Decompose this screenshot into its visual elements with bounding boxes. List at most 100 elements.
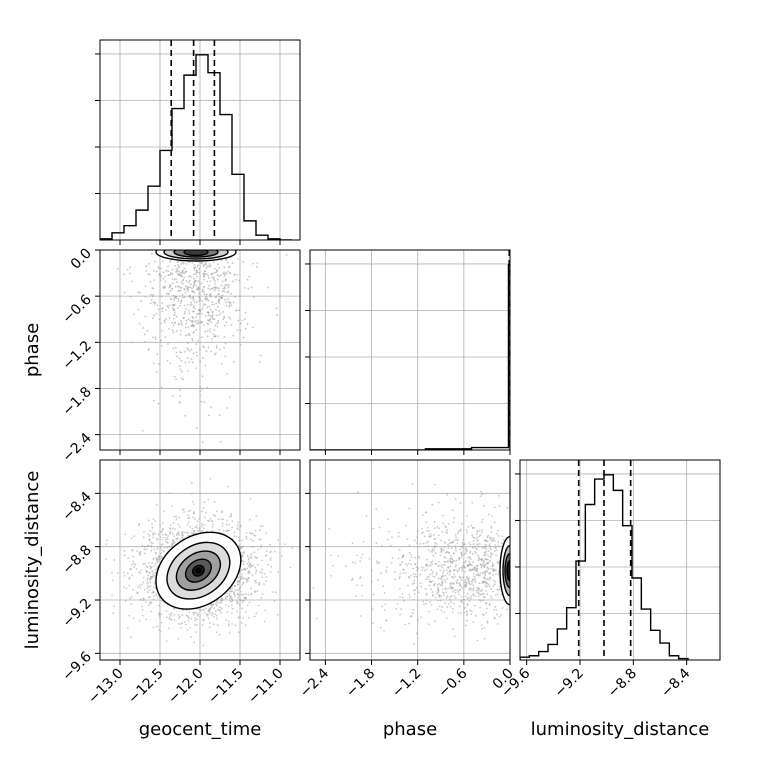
scatter-point [179,302,182,304]
scatter-point [404,623,407,626]
scatter-point [487,578,490,581]
scatter-point [171,307,174,310]
scatter-point [354,562,357,564]
scatter-point [429,561,432,564]
scatter-point [195,270,198,272]
scatter-point [465,514,468,517]
panel-frame [519,459,721,661]
scatter-point [242,581,245,584]
scatter-point [192,277,195,280]
scatter-point [151,317,154,320]
scatter-point [179,333,182,336]
scatter-point [172,324,175,327]
scatter-point [159,536,162,539]
scatter-point [247,287,250,290]
scatter-point [167,270,170,273]
scatter-point [106,539,108,542]
scatter-point [412,567,414,570]
scatter-point [149,530,152,532]
scatter-point [171,278,174,280]
scatter-point [177,264,180,266]
scatter-point [214,282,217,285]
scatter-point [449,565,452,568]
scatter-point [460,551,463,554]
scatter-point [217,300,220,303]
scatter-point [172,522,175,525]
scatter-point [446,606,449,609]
scatter-point [469,543,472,546]
scatter-point [178,534,180,536]
scatter-point [486,621,489,624]
scatter-point [428,584,431,587]
scatter-point [147,273,150,276]
scatter-point [370,605,373,608]
scatter-point [460,579,463,581]
scatter-point [271,591,274,593]
scatter-point [214,352,217,355]
scatter-point [196,624,198,626]
scatter-point [413,575,416,578]
y-tick-label: −2.4 [59,430,94,465]
scatter-point [192,286,195,288]
scatter-point [429,581,432,584]
scatter-point [359,615,362,617]
scatter-point [202,272,205,275]
scatter-point [473,536,476,539]
scatter-point [506,608,508,611]
scatter-point [169,618,172,621]
scatter-point [213,286,216,289]
scatter-point [199,348,201,351]
scatter-point [128,272,131,275]
scatter-point [155,312,158,315]
scatter-point [160,274,163,277]
scatter-point [167,538,169,541]
panel-frame [309,459,511,661]
scatter-point [446,578,449,581]
scatter-point [216,600,218,602]
scatter-point [223,298,226,301]
scatter-point [482,580,484,583]
scatter-point [202,290,205,293]
scatter-point [464,570,467,573]
scatter-point [241,568,244,571]
scatter-point [203,610,206,613]
scatter-point [171,533,174,535]
scatter-point [153,279,156,282]
scatter-point [143,548,146,551]
scatter-point [493,506,496,509]
scatter-point [442,549,445,551]
scatter-point [260,546,263,549]
scatter-point [201,388,203,390]
x-axis-label-luminosity-distance: luminosity_distance [531,719,710,740]
scatter-point [151,542,154,545]
scatter-point [455,564,457,566]
scatter-point [261,593,264,595]
scatter-point [210,295,212,298]
scatter-point [428,565,430,567]
scatter-point [160,344,163,347]
scatter-point [213,500,216,503]
scatter-point [155,270,158,273]
scatter-point [236,257,239,260]
scatter-point [152,336,154,339]
scatter-point [492,584,495,587]
scatter-point [451,581,454,584]
scatter-point [187,326,190,329]
scatter-point [161,549,163,552]
scatter-point [182,378,185,381]
scatter-point [485,553,488,556]
scatter-point [493,537,496,540]
scatter-point [444,602,447,604]
scatter-point [245,580,248,583]
x-tick-label: −13.0 [85,666,127,708]
scatter-point [448,545,451,548]
scatter-point [463,607,466,610]
scatter-point [455,536,457,539]
scatter-point [132,560,135,563]
scatter-point [330,554,332,557]
scatter-point [170,612,173,615]
scatter-point [192,306,195,308]
scatter-point [159,630,162,633]
scatter-point [201,525,204,528]
scatter-point [132,555,134,558]
